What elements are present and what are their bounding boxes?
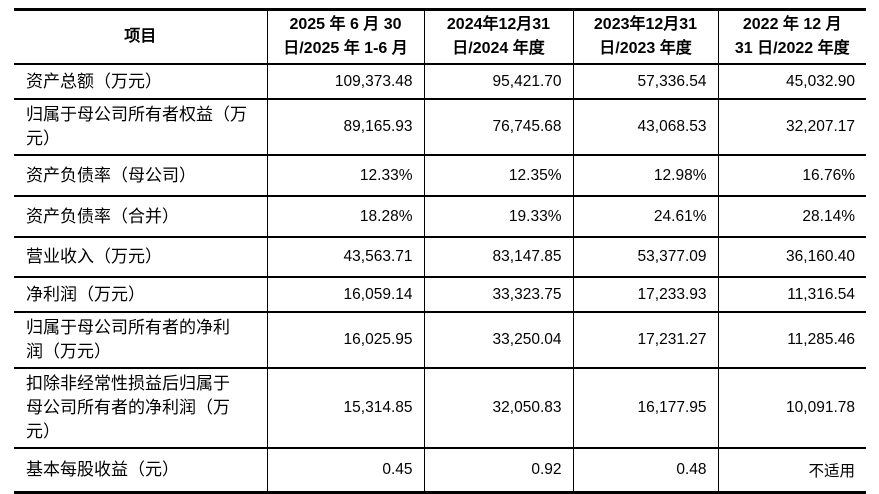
table-row-net-profit: 净利润（万元） 16,059.14 33,323.75 17,233.93 11…	[14, 276, 866, 313]
table-row-parent-equity: 归属于母公司所有者权益（万 元） 89,165.93 76,745.68 43,…	[14, 98, 866, 156]
cell-value: 43,068.53	[572, 98, 719, 156]
cell-value: 32,050.83	[423, 367, 574, 449]
cell-value: 17,233.93	[572, 276, 719, 313]
row-label: 资产负债率（母公司）	[14, 154, 268, 197]
cell-value: 12.33%	[266, 154, 425, 197]
cell-value: 43,563.71	[266, 236, 425, 278]
cell-value: 28.14%	[717, 195, 866, 238]
column-header-item: 项目	[14, 8, 268, 65]
cell-value: 11,285.46	[717, 311, 866, 369]
table-row-revenue: 营业收入（万元） 43,563.71 83,147.85 53,377.09 3…	[14, 236, 866, 278]
cell-value: 15,314.85	[266, 367, 425, 449]
table-row-net-profit-deducted: 扣除非经常性损益后归属于 母公司所有者的净利润（万 元） 15,314.85 3…	[14, 367, 866, 449]
cell-value: 0.48	[572, 447, 719, 493]
cell-value: 10,091.78	[717, 367, 866, 449]
table-row-eps: 基本每股收益（元） 0.45 0.92 0.48 不适用	[14, 447, 866, 493]
cell-value: 11,316.54	[717, 276, 866, 313]
table-row-total-assets: 资产总额（万元） 109,373.48 95,421.70 57,336.54 …	[14, 63, 866, 100]
cell-value: 57,336.54	[572, 63, 719, 100]
cell-value: 18.28%	[266, 195, 425, 238]
cell-value: 45,032.90	[717, 63, 866, 100]
cell-value: 95,421.70	[423, 63, 574, 100]
cell-value: 17,231.27	[572, 311, 719, 369]
cell-value: 24.61%	[572, 195, 719, 238]
cell-value: 16,059.14	[266, 276, 425, 313]
row-label: 归属于母公司所有者的净利 润（万元）	[14, 311, 268, 369]
cell-value: 0.45	[266, 447, 425, 493]
table-row-debt-ratio-consolidated: 资产负债率（合并） 18.28% 19.33% 24.61% 28.14%	[14, 195, 866, 238]
cell-value: 83,147.85	[423, 236, 574, 278]
cell-value: 16,025.95	[266, 311, 425, 369]
cell-value: 0.92	[423, 447, 574, 493]
page: 项目 2025 年 6 月 30 日/2025 年 1-6 月 2024年12月…	[14, 8, 866, 494]
cell-value: 不适用	[717, 447, 866, 493]
header-row: 项目 2025 年 6 月 30 日/2025 年 1-6 月 2024年12月…	[14, 8, 866, 65]
cell-value: 33,323.75	[423, 276, 574, 313]
cell-value: 76,745.68	[423, 98, 574, 156]
column-header-2023: 2023年12月31 日/2023 年度	[572, 8, 719, 65]
cell-value: 16,177.95	[572, 367, 719, 449]
column-header-2025h1: 2025 年 6 月 30 日/2025 年 1-6 月	[266, 8, 425, 65]
cell-value: 53,377.09	[572, 236, 719, 278]
column-header-2024: 2024年12月31 日/2024 年度	[423, 8, 574, 65]
row-label: 基本每股收益（元）	[14, 447, 268, 493]
cell-value: 33,250.04	[423, 311, 574, 369]
cell-value: 109,373.48	[266, 63, 425, 100]
table-row-debt-ratio-parent: 资产负债率（母公司） 12.33% 12.35% 12.98% 16.76%	[14, 154, 866, 197]
cell-value: 32,207.17	[717, 98, 866, 156]
row-label: 资产负债率（合并）	[14, 195, 268, 238]
financial-summary-table: 项目 2025 年 6 月 30 日/2025 年 1-6 月 2024年12月…	[14, 8, 866, 494]
row-label: 净利润（万元）	[14, 276, 268, 313]
row-label: 扣除非经常性损益后归属于 母公司所有者的净利润（万 元）	[14, 367, 268, 449]
cell-value: 12.35%	[423, 154, 574, 197]
cell-value: 19.33%	[423, 195, 574, 238]
cell-value: 12.98%	[572, 154, 719, 197]
row-label: 营业收入（万元）	[14, 236, 268, 278]
cell-value: 16.76%	[717, 154, 866, 197]
cell-value: 36,160.40	[717, 236, 866, 278]
cell-value: 89,165.93	[266, 98, 425, 156]
row-label: 归属于母公司所有者权益（万 元）	[14, 98, 268, 156]
column-header-2022: 2022 年 12 月 31 日/2022 年度	[717, 8, 866, 65]
table-row-net-profit-parent: 归属于母公司所有者的净利 润（万元） 16,025.95 33,250.04 1…	[14, 311, 866, 369]
row-label: 资产总额（万元）	[14, 63, 268, 100]
